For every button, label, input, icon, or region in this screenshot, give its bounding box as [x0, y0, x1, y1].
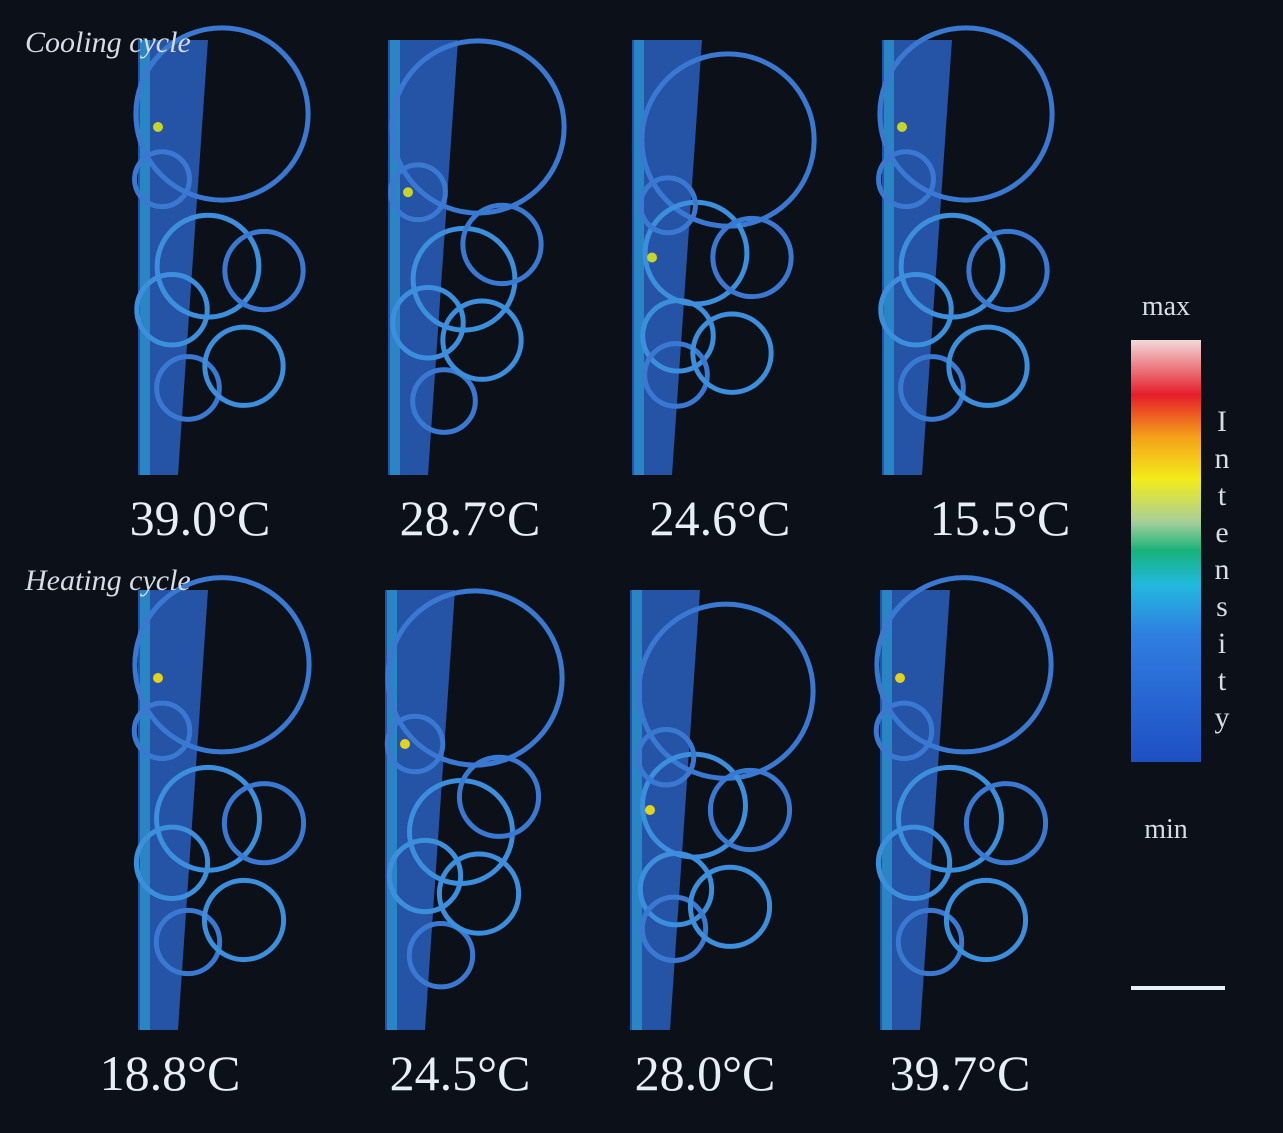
vesicle: [153, 907, 223, 977]
vesicle: [456, 754, 542, 839]
micrograph-edge: [882, 590, 892, 1030]
bright-spot: [895, 673, 905, 683]
vesicle: [642, 341, 710, 409]
micrographs: [131, 25, 1055, 1030]
micrograph-edge: [632, 590, 642, 1030]
vesicle: [638, 175, 698, 236]
vesicle: [878, 271, 954, 348]
vesicle: [221, 781, 307, 866]
vesicle: [943, 877, 1029, 963]
heating-title: Heating cycle: [24, 564, 191, 597]
temperature-label: 15.5°C: [930, 490, 1071, 546]
micrograph-edge: [140, 590, 150, 1030]
colorbar-min: min: [1144, 814, 1188, 845]
bright-spot: [647, 252, 657, 263]
vesicle: [410, 367, 478, 435]
vesicle: [874, 575, 1054, 755]
temperature-label: 24.5°C: [390, 1045, 531, 1101]
vesicle: [895, 907, 965, 977]
vesicle: [710, 215, 794, 300]
micrograph-edge: [390, 40, 400, 475]
micrograph-cells: [138, 40, 208, 475]
vesicle: [133, 824, 211, 901]
vesicle: [707, 767, 793, 853]
temperature-label: 39.0°C: [130, 490, 271, 546]
vesicle: [639, 894, 709, 963]
vesicle: [460, 202, 544, 287]
vesicle: [963, 781, 1049, 866]
micrograph-cells: [630, 590, 700, 1030]
micrograph-edge: [634, 40, 644, 475]
vesicle: [133, 25, 311, 203]
vesicle: [640, 298, 716, 374]
colorbar-label: Intensity: [1206, 405, 1239, 738]
vesicle: [132, 575, 312, 755]
micrograph-cells: [138, 590, 208, 1030]
colorbar-max: max: [1142, 291, 1190, 322]
micrograph-cells: [385, 590, 455, 1030]
bright-spot: [153, 122, 163, 132]
vesicle: [222, 228, 306, 313]
vesicle: [873, 700, 935, 762]
micrograph-cells: [632, 40, 702, 475]
vesicle: [384, 713, 446, 775]
vesicle: [635, 726, 697, 788]
cooling-title: Cooling cycle: [25, 26, 191, 59]
vesicle: [875, 824, 953, 901]
vesicle: [388, 162, 448, 223]
bright-spot: [153, 673, 163, 683]
vesicle: [876, 149, 936, 210]
colorbar: [1131, 340, 1201, 762]
bright-spot: [403, 187, 413, 198]
temperature-label: 28.0°C: [635, 1045, 776, 1101]
vesicle: [154, 354, 222, 422]
vesicle: [690, 311, 774, 395]
vesicle: [131, 700, 193, 762]
vesicle: [687, 864, 773, 949]
temperature-label: 39.7°C: [890, 1045, 1031, 1101]
micrograph-edge: [387, 590, 397, 1030]
vesicle: [436, 851, 522, 936]
vesicle: [134, 271, 210, 348]
vesicle: [201, 877, 287, 963]
temperature-label: 18.8°C: [100, 1045, 241, 1101]
bright-spot: [400, 739, 410, 749]
vesicle: [386, 837, 464, 915]
vesicle: [946, 324, 1030, 408]
bright-spot: [897, 122, 907, 132]
temperature-label: 28.7°C: [400, 490, 541, 546]
vesicle: [202, 324, 286, 408]
vesicle: [406, 921, 476, 990]
vesicle: [898, 354, 966, 422]
vesicle: [132, 149, 192, 210]
micrograph-edge: [884, 40, 894, 475]
temperature-label: 24.6°C: [650, 490, 791, 546]
vesicle: [390, 285, 466, 361]
micrograph-cells: [882, 40, 952, 475]
vesicle: [877, 25, 1055, 203]
vesicle: [637, 851, 715, 928]
micrograph-edge: [140, 40, 150, 475]
vesicle: [966, 228, 1050, 313]
micrograph-cells: [388, 40, 458, 475]
bright-spot: [645, 805, 655, 815]
vesicle: [440, 298, 524, 382]
micrograph-cells: [880, 590, 950, 1030]
